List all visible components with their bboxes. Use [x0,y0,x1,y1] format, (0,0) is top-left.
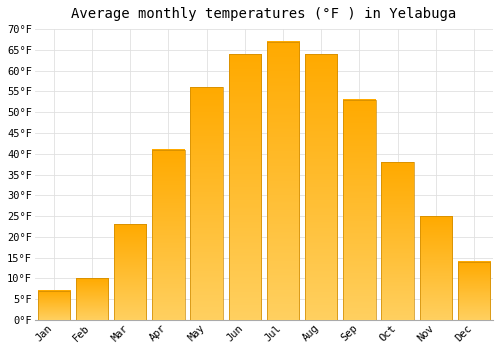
Bar [38,291,70,320]
Bar [458,262,490,320]
Bar [267,42,299,320]
Title: Average monthly temperatures (°F ) in Yelabuga: Average monthly temperatures (°F ) in Ye… [72,7,456,21]
Bar [382,162,414,320]
Bar [228,54,261,320]
Bar [343,100,376,320]
Bar [114,224,146,320]
Bar [152,149,184,320]
Bar [190,87,223,320]
Bar [76,278,108,320]
Bar [420,216,452,320]
Bar [305,54,338,320]
